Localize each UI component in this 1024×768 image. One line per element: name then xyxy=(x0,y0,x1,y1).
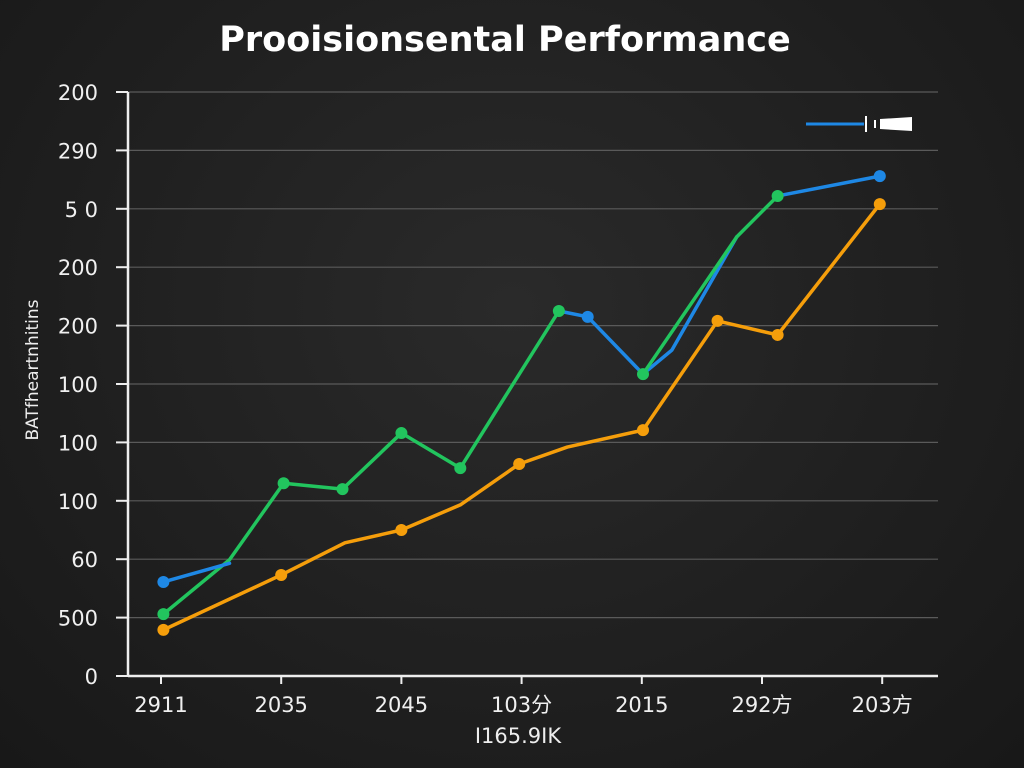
data-point xyxy=(157,608,170,621)
y-tick-label: 200 xyxy=(58,256,98,280)
data-point xyxy=(395,427,408,440)
data-point xyxy=(552,305,565,317)
x-tick-label: 2035 xyxy=(254,693,307,717)
series-line xyxy=(641,194,780,376)
x-axis-label: I165.9IK xyxy=(474,724,562,748)
x-tick-label: 292方 xyxy=(731,693,792,717)
data-point xyxy=(513,458,526,471)
y-tick-label: 290 xyxy=(58,139,98,163)
legend-swatch xyxy=(880,117,912,131)
data-point xyxy=(454,462,467,475)
y-tick-label: 5 0 xyxy=(65,198,98,222)
y-tick-label: 0 xyxy=(85,665,98,689)
data-point xyxy=(771,189,784,202)
chart-title: Prooisionsental Performance xyxy=(219,20,791,60)
data-point xyxy=(336,483,349,496)
data-point xyxy=(873,198,886,211)
data-point xyxy=(771,328,784,341)
y-tick-label: 60 xyxy=(71,548,98,572)
series-line xyxy=(775,174,882,198)
series-line xyxy=(161,561,232,584)
y-tick-label: 200 xyxy=(58,81,98,105)
y-tick-label: 500 xyxy=(58,607,98,631)
data-point xyxy=(637,424,650,437)
data-point xyxy=(277,477,290,490)
data-point xyxy=(711,314,724,327)
data-point xyxy=(873,170,886,183)
y-tick-label: 100 xyxy=(58,431,98,455)
data-point xyxy=(157,623,170,636)
y-tick-label: 100 xyxy=(58,373,98,397)
x-tick-label: 203方 xyxy=(852,693,913,717)
x-tick-label: 2911 xyxy=(134,693,187,717)
y-tick-label: 200 xyxy=(58,315,98,339)
data-point xyxy=(157,575,170,588)
data-point xyxy=(581,310,594,323)
series-line xyxy=(161,202,882,632)
x-tick-label: 103分 xyxy=(491,693,552,717)
series-line xyxy=(161,309,561,616)
legend-marker xyxy=(874,120,876,128)
data-point xyxy=(275,568,288,581)
x-tick-label: 2015 xyxy=(615,693,668,717)
x-tick-label: 2045 xyxy=(375,693,428,717)
y-tick-label: 100 xyxy=(58,490,98,514)
data-point xyxy=(395,524,408,536)
data-point xyxy=(637,368,650,381)
series-line xyxy=(557,235,739,376)
